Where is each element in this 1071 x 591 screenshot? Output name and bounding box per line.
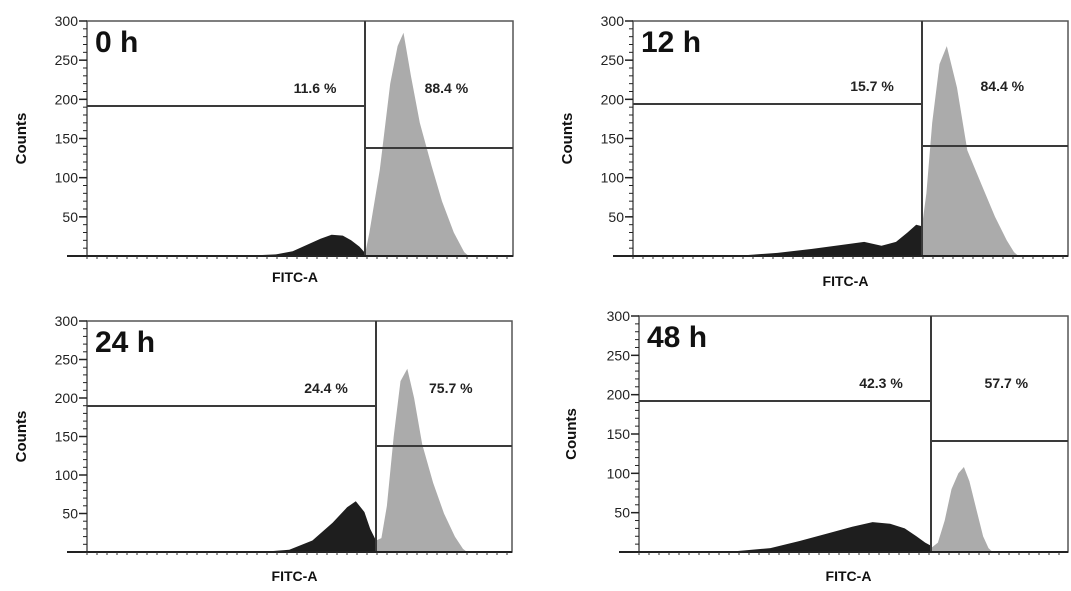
y-tick-label: 300	[601, 13, 625, 29]
y-tick-label: 200	[55, 91, 79, 107]
histogram-panel: 50 100 150 200 250 300 Counts FITC-A 48 h 42.3 % 5…	[563, 308, 1069, 584]
y-tick-label: 150	[601, 131, 625, 147]
y-axis-label: Counts	[13, 411, 30, 463]
gate-right-percent: 57.7 %	[985, 375, 1029, 391]
y-tick-label: 50	[62, 209, 78, 225]
x-axis-label: FITC-A	[826, 568, 872, 584]
gate-right-percent: 84.4 %	[981, 78, 1025, 94]
gate-left-percent: 24.4 %	[304, 380, 348, 396]
y-tick-label: 150	[55, 131, 79, 147]
y-tick-label: 300	[607, 308, 631, 324]
y-tick-label: 50	[614, 505, 630, 521]
light-population-histogram	[922, 46, 1019, 256]
y-tick-label: 250	[55, 52, 79, 68]
dark-population-histogram	[87, 501, 376, 552]
y-tick-label: 250	[601, 52, 625, 68]
gate-right-percent: 75.7 %	[429, 380, 473, 396]
histogram-panel: 50 100 150 200 250 300 Counts FITC-A 24 h 24.4 % 7…	[13, 313, 513, 584]
dark-population-histogram	[633, 224, 922, 256]
dark-population-histogram	[639, 522, 931, 552]
y-axis-label: Counts	[559, 113, 576, 165]
y-tick-label: 50	[608, 209, 624, 225]
x-axis-label: FITC-A	[823, 273, 869, 289]
y-tick-label: 200	[601, 91, 625, 107]
light-population-histogram	[365, 32, 469, 256]
time-point-label: 48 h	[647, 321, 707, 354]
y-tick-label: 100	[601, 170, 625, 186]
gate-left-percent: 15.7 %	[850, 78, 894, 94]
histogram-panel: 50 100 150 200 250 300 Counts FITC-A 12 h 15.7 % 8…	[559, 13, 1069, 289]
x-axis-label: FITC-A	[272, 568, 318, 584]
time-point-label: 24 h	[95, 326, 155, 359]
y-tick-label: 100	[607, 465, 631, 481]
gate-right-percent: 88.4 %	[425, 80, 469, 96]
y-axis-label: Counts	[13, 113, 30, 165]
x-axis-label: FITC-A	[272, 269, 318, 285]
y-axis-label: Counts	[563, 408, 580, 460]
y-tick-label: 300	[55, 313, 79, 329]
gate-left-percent: 42.3 %	[859, 375, 903, 391]
y-tick-label: 150	[55, 429, 79, 445]
y-tick-label: 300	[55, 13, 79, 29]
y-tick-label: 100	[55, 467, 79, 483]
y-tick-label: 50	[62, 506, 78, 522]
histogram-panel: 50 100 150 200 250 300 Counts FITC-A 0 h 11.6 % 88…	[13, 13, 514, 285]
y-tick-label: 250	[607, 347, 631, 363]
y-tick-label: 200	[55, 390, 79, 406]
y-tick-label: 200	[607, 387, 631, 403]
y-tick-label: 250	[55, 352, 79, 368]
time-point-label: 0 h	[95, 26, 138, 59]
y-tick-label: 100	[55, 170, 79, 186]
time-point-label: 12 h	[641, 26, 701, 59]
light-population-histogram	[376, 368, 468, 552]
dark-population-histogram	[87, 234, 365, 256]
light-population-histogram	[931, 467, 993, 552]
y-tick-label: 150	[607, 426, 631, 442]
gate-left-percent: 11.6 %	[294, 80, 337, 96]
